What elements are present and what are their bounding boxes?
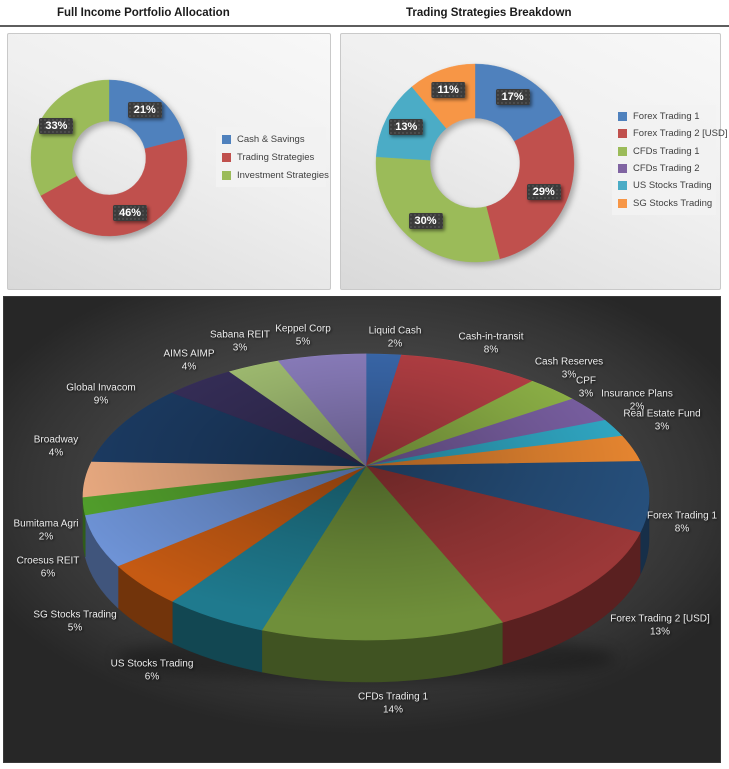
legend-swatch-icon [222, 170, 231, 180]
pie-label-name: Sabana REIT [209, 329, 271, 341]
data-label-Forex Trading 1[interactable]: 17% [495, 88, 530, 105]
pie-label-name: CFDs Trading 1 [357, 691, 429, 703]
legend-item-CFDs Trading 2[interactable]: CFDs Trading 2 [618, 163, 710, 174]
pie-label-name: Forex Trading 2 [USD] [610, 613, 710, 625]
pie-label-Sabana REIT[interactable]: Sabana REIT 3% [210, 330, 270, 355]
legend-item-Cash & Savings[interactable]: Cash & Savings [222, 134, 320, 145]
pie-label-name: Real Estate Fund [623, 408, 701, 420]
pie-label-pct: 2% [387, 338, 403, 349]
pie-label-pct: 3% [654, 421, 670, 432]
legend-item-Investment Strategies[interactable]: Investment Strategies [222, 170, 329, 181]
data-label-Forex Trading 2 [USD][interactable]: 29% [526, 184, 561, 201]
pie-label-Real Estate Fund[interactable]: Real Estate Fund 3% [623, 409, 700, 434]
data-label-Investment Strategies[interactable]: 33% [39, 118, 74, 135]
pie-label-CPF[interactable]: CPF 3% [576, 376, 596, 401]
pie-label-Global Invacom[interactable]: Global Invacom 9% [66, 383, 135, 408]
pie-label-name: Cash Reserves [534, 356, 604, 368]
legend-item-Forex Trading 2 [USD][interactable]: Forex Trading 2 [USD] [618, 128, 728, 139]
pie-label-name: US Stocks Trading [110, 658, 194, 670]
data-label-US Stocks Trading[interactable]: 13% [389, 119, 424, 136]
donut-slice-CFDs Trading 1[interactable] [375, 156, 500, 263]
pie-label-pct: 5% [295, 336, 311, 347]
chart-title-right: Trading Strategies Breakdown [406, 7, 572, 19]
donut-slice-Trading Strategies[interactable] [40, 138, 188, 237]
legend-label: Investment Strategies [237, 169, 329, 181]
pie-label-US Stocks Trading[interactable]: US Stocks Trading 6% [111, 659, 194, 684]
title-underline [0, 25, 729, 27]
legend-item-Forex Trading 1[interactable]: Forex Trading 1 [618, 111, 710, 122]
pie-label-pct: 6% [144, 671, 160, 682]
pie-label-pct: 9% [93, 395, 109, 406]
legend-swatch-icon [618, 112, 627, 122]
pie-label-name: Insurance Plans [601, 388, 673, 400]
trading-strategies-breakdown-legend[interactable]: Forex Trading 1 Forex Trading 2 [USD] CFDs… [612, 105, 728, 215]
pie-label-CFDs Trading 1[interactable]: CFDs Trading 1 14% [358, 692, 428, 717]
pie-label-name: CPF [576, 375, 596, 387]
pie-label-pct: 2% [38, 531, 54, 542]
pie-label-name: Keppel Corp [275, 323, 331, 335]
full-portfolio-detail-chart-area[interactable] [3, 296, 721, 763]
data-label-CFDs Trading 1[interactable]: 30% [408, 212, 443, 229]
pie-label-Forex Trading 1[interactable]: Forex Trading 1 8% [647, 511, 717, 536]
legend-item-CFDs Trading 1[interactable]: CFDs Trading 1 [618, 146, 710, 157]
legend-label: Cash & Savings [237, 133, 305, 145]
pie-label-name: AIMS AIMP [163, 348, 215, 360]
pie-label-Croesus REIT[interactable]: Croesus REIT 6% [17, 556, 80, 581]
pie-label-pct: 3% [578, 388, 594, 399]
pie-label-pct: 6% [40, 568, 56, 579]
pie-label-Bumitama Agri[interactable]: Bumitama Agri 2% [13, 519, 78, 544]
pie-label-AIMS AIMP[interactable]: AIMS AIMP 4% [163, 349, 214, 374]
data-label-SG Stocks Trading[interactable]: 11% [431, 82, 465, 99]
legend-label: US Stocks Trading [633, 180, 712, 192]
pie-label-pct: 5% [67, 622, 83, 633]
pie-label-name: Forex Trading 1 [646, 510, 718, 522]
pie-label-Liquid Cash[interactable]: Liquid Cash 2% [369, 326, 422, 351]
legend-label: CFDs Trading 1 [633, 145, 700, 157]
legend-swatch-icon [618, 181, 627, 191]
pie-label-pct: 8% [674, 523, 690, 534]
legend-label: SG Stocks Trading [633, 197, 713, 209]
pie-label-pct: 4% [48, 447, 64, 458]
pie-label-name: Cash-in-transit [458, 331, 524, 343]
pie-label-SG Stocks Trading[interactable]: SG Stocks Trading 5% [33, 610, 116, 635]
legend-label: Forex Trading 1 [633, 111, 700, 123]
donut-slice-Investment Strategies[interactable] [30, 79, 110, 196]
pie-label-name: SG Stocks Trading [33, 609, 117, 621]
pie-label-pct: 8% [483, 344, 499, 355]
legend-item-US Stocks Trading[interactable]: US Stocks Trading [618, 180, 712, 192]
full-income-portfolio-allocation-legend[interactable]: Cash & Savings Trading Strategies Investme… [216, 127, 329, 187]
legend-label: CFDs Trading 2 [633, 163, 700, 175]
legend-item-Trading Strategies[interactable]: Trading Strategies [222, 152, 320, 163]
pie-label-Cash-in-transit[interactable]: Cash-in-transit 8% [458, 332, 523, 357]
legend-label: Forex Trading 2 [USD] [633, 128, 728, 140]
legend-swatch-icon [618, 164, 627, 174]
pie-label-pct: 13% [649, 626, 671, 637]
chart-title-left: Full Income Portfolio Allocation [57, 7, 230, 19]
legend-swatch-icon [618, 198, 627, 208]
legend-label: Trading Strategies [237, 151, 315, 163]
pie-label-name: Broadway [33, 434, 79, 446]
pie-label-pct: 4% [181, 361, 197, 372]
pie-label-Keppel Corp[interactable]: Keppel Corp 5% [275, 324, 331, 349]
data-label-Cash & Savings[interactable]: 21% [127, 101, 162, 118]
legend-item-SG Stocks Trading[interactable]: SG Stocks Trading [618, 197, 713, 209]
pie-label-name: Liquid Cash [368, 325, 422, 337]
pie-label-name: Croesus REIT [16, 555, 80, 567]
pie-label-pct: 3% [232, 342, 248, 353]
legend-swatch-icon [618, 146, 627, 156]
pie-label-Broadway[interactable]: Broadway 4% [34, 435, 78, 460]
pie-label-name: Bumitama Agri [13, 518, 79, 530]
pie-label-Forex Trading 2 [USD][interactable]: Forex Trading 2 [USD] 13% [610, 614, 709, 639]
legend-swatch-icon [618, 129, 627, 139]
pie-label-name: Global Invacom [66, 382, 136, 394]
legend-swatch-icon [222, 152, 231, 162]
data-label-Trading Strategies[interactable]: 46% [113, 204, 148, 221]
pie-label-pct: 14% [382, 704, 403, 715]
legend-swatch-icon [222, 134, 231, 144]
